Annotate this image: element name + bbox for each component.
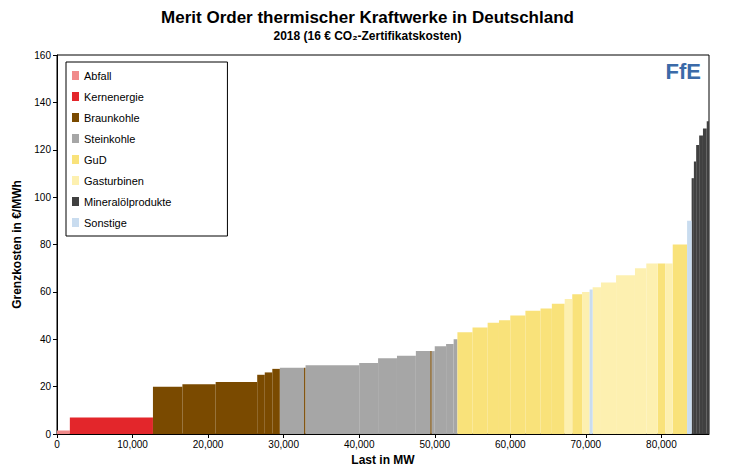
svg-text:Sonstige: Sonstige bbox=[84, 217, 127, 229]
svg-text:20: 20 bbox=[40, 381, 52, 392]
svg-text:Kernenergie: Kernenergie bbox=[84, 91, 144, 103]
svg-text:60: 60 bbox=[40, 286, 52, 297]
svg-text:Merit Order thermischer Kraftw: Merit Order thermischer Kraftwerke in De… bbox=[161, 8, 574, 27]
svg-text:Abfall: Abfall bbox=[84, 70, 112, 82]
svg-text:40: 40 bbox=[40, 334, 52, 345]
svg-text:10,000: 10,000 bbox=[117, 439, 148, 450]
svg-text:Grenzkosten in €/MWh: Grenzkosten in €/MWh bbox=[10, 180, 24, 309]
svg-text:160: 160 bbox=[34, 50, 51, 61]
svg-text:100: 100 bbox=[34, 192, 51, 203]
svg-text:Last in MW: Last in MW bbox=[351, 453, 415, 467]
svg-text:80,000: 80,000 bbox=[646, 439, 677, 450]
svg-text:Braunkohle: Braunkohle bbox=[84, 112, 140, 124]
svg-text:120: 120 bbox=[34, 144, 51, 155]
svg-text:60,000: 60,000 bbox=[495, 439, 526, 450]
svg-text:140: 140 bbox=[34, 97, 51, 108]
svg-text:20,000: 20,000 bbox=[193, 439, 224, 450]
svg-text:80: 80 bbox=[40, 239, 52, 250]
svg-text:70,000: 70,000 bbox=[571, 439, 602, 450]
svg-text:GuD: GuD bbox=[84, 154, 107, 166]
svg-text:Mineralölprodukte: Mineralölprodukte bbox=[84, 196, 171, 208]
svg-text:0: 0 bbox=[45, 429, 51, 440]
svg-text:Gasturbinen: Gasturbinen bbox=[84, 175, 144, 187]
svg-text:0: 0 bbox=[54, 439, 60, 450]
svg-text:2018 (16 € CO₂-Zertifikatskost: 2018 (16 € CO₂-Zertifikatskosten) bbox=[273, 29, 461, 43]
svg-text:40,000: 40,000 bbox=[344, 439, 375, 450]
svg-text:Steinkohle: Steinkohle bbox=[84, 133, 135, 145]
svg-text:FfE: FfE bbox=[666, 59, 701, 84]
svg-text:50,000: 50,000 bbox=[419, 439, 450, 450]
svg-text:30,000: 30,000 bbox=[268, 439, 299, 450]
